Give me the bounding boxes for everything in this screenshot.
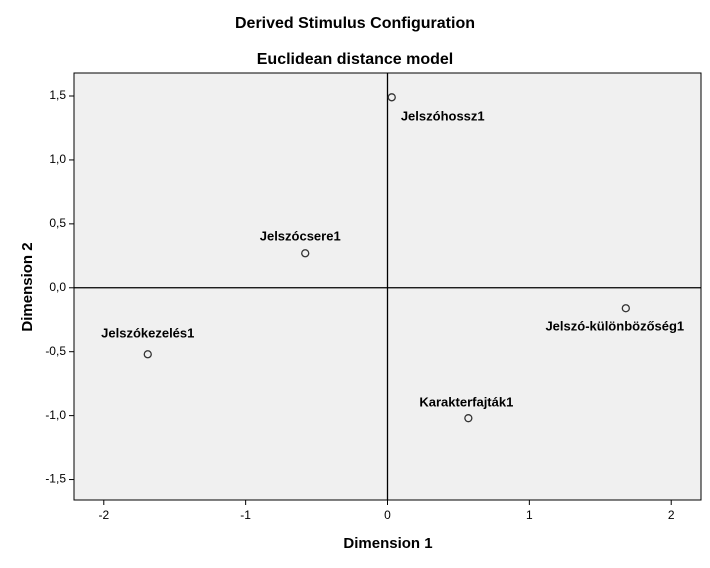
y-tick-label: 0,0 [49,280,66,294]
y-tick-label: 1,0 [49,152,66,166]
y-tick-label: -1,5 [45,472,66,486]
chart-subtitle: Euclidean distance model [257,51,454,68]
point-label: Karakterfajták1 [419,395,513,410]
x-axis-title: Dimension 1 [343,535,432,552]
y-tick-label: -0,5 [45,344,66,358]
point-label: Jelszóhossz1 [401,109,485,124]
point-label: Jelszó-különbözőség1 [545,319,684,334]
y-axis-title: Dimension 2 [19,242,36,331]
x-tick-label: 1 [526,508,533,522]
y-tick-label: -1,0 [45,408,66,422]
chart-title: Derived Stimulus Configuration [235,15,475,32]
x-tick-label: 0 [384,508,391,522]
point [621,304,630,313]
y-tick-label: 0,5 [49,216,66,230]
point [301,249,310,258]
x-tick-label: -1 [240,508,251,522]
x-tick-label: -2 [98,508,109,522]
point-label: Jelszókezelés1 [101,326,194,341]
point [387,93,396,102]
point [464,414,473,423]
x-tick-label: 2 [668,508,675,522]
y-tick-label: 1,5 [49,88,66,102]
point-label: Jelszócsere1 [260,229,341,244]
point [143,350,152,359]
